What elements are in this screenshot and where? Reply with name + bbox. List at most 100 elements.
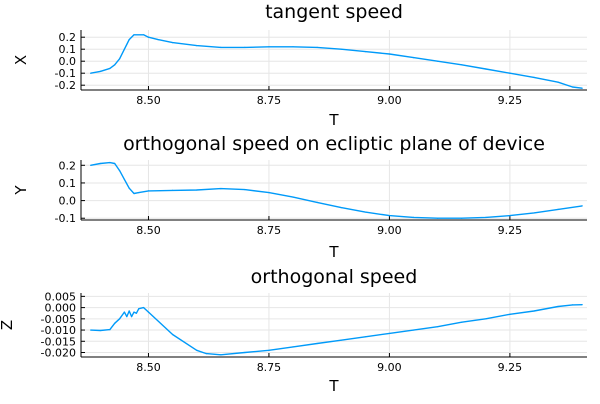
data-point: [143, 34, 145, 36]
series-line: [90, 161, 583, 219]
data-point: [196, 45, 198, 47]
data-point: [437, 326, 439, 328]
data-point: [509, 72, 511, 74]
y-tick-label: 0.1: [59, 177, 77, 190]
y-tick-label: 0.000: [45, 302, 77, 315]
subplot-2: 8.50 8.75 9.00 9.25 0.2 0.1 0.0 -0.1 orthogonal …: [12, 133, 587, 261]
data-point: [364, 211, 366, 213]
data-point: [412, 216, 415, 218]
data-point: [220, 187, 222, 190]
data-point: [388, 332, 391, 335]
data-point: [114, 322, 116, 324]
x-tick-label: 8.75: [257, 94, 282, 107]
y-tick-label: 0.1: [59, 43, 77, 56]
data-point: [138, 192, 140, 194]
data-point: [412, 329, 415, 331]
data-point: [128, 187, 130, 189]
data-point: [118, 318, 121, 320]
data-point: [557, 305, 559, 308]
x-tick-label: 9.25: [498, 361, 523, 374]
data-point: [461, 321, 463, 323]
data-point: [99, 329, 101, 332]
x-tick-label: 8.50: [136, 224, 161, 237]
data-point: [244, 351, 246, 354]
data-point: [123, 311, 125, 313]
y-tick-label: -0.010: [41, 324, 76, 337]
y-tick-label: -0.015: [41, 335, 76, 348]
data-point: [316, 46, 318, 49]
data-point: [364, 336, 366, 338]
data-point: [114, 64, 116, 66]
x-axis-label: T: [328, 111, 339, 129]
data-point: [147, 311, 150, 313]
data-point: [135, 312, 138, 314]
y-tick-label: -0.005: [41, 313, 76, 326]
data-point: [316, 201, 318, 203]
x-tick-label: 9.25: [498, 224, 523, 237]
data-point: [109, 67, 111, 69]
data-point: [292, 196, 294, 198]
data-point: [316, 342, 318, 345]
y-axis-label: Z: [0, 320, 16, 330]
data-point: [114, 162, 116, 165]
data-point: [133, 34, 135, 36]
data-point: [118, 169, 121, 172]
x-tick-label: 8.50: [136, 361, 161, 374]
x-tick-label: 8.75: [257, 361, 282, 374]
data-point: [571, 86, 574, 88]
data-point: [205, 353, 207, 355]
data-point: [581, 87, 583, 89]
x-tick-label: 9.00: [377, 94, 402, 107]
y-axis-label: Y: [12, 185, 30, 196]
y-tick-label: 0.0: [59, 55, 77, 68]
y-tick-label: 0.2: [59, 31, 77, 44]
data-point: [109, 329, 111, 331]
data-point: [581, 205, 583, 207]
y-tick-label: -0.2: [55, 79, 76, 92]
data-point: [99, 70, 101, 72]
data-point: [157, 39, 159, 41]
data-point: [131, 315, 133, 318]
y-tick-label: 0.005: [45, 290, 77, 303]
y-tick-label: 0.2: [59, 159, 77, 172]
data-point: [196, 189, 198, 191]
data-point: [388, 214, 391, 217]
data-point: [485, 318, 487, 320]
data-point: [126, 315, 128, 318]
data-point: [485, 68, 487, 70]
data-point: [133, 192, 135, 195]
data-point: [461, 217, 463, 219]
series-line: [90, 34, 583, 89]
y-tick-label: 0.0: [59, 195, 77, 208]
x-tick-label: 8.75: [257, 224, 282, 237]
data-point: [509, 214, 511, 217]
data-point: [171, 189, 174, 191]
data-point: [220, 46, 222, 49]
data-point: [220, 354, 222, 356]
x-tick-label: 9.00: [377, 224, 402, 237]
data-point: [128, 310, 130, 312]
data-point: [123, 178, 125, 181]
series-line: [90, 304, 583, 356]
x-axis-label: T: [328, 243, 339, 261]
data-point: [340, 48, 342, 50]
y-tick-label: -0.020: [41, 347, 76, 360]
data-point: [461, 64, 463, 66]
x-axis-label: T: [328, 377, 339, 395]
data-point: [138, 308, 140, 310]
data-point: [268, 349, 270, 351]
data-point: [244, 46, 246, 49]
data-point: [90, 329, 92, 331]
data-point: [533, 310, 535, 312]
data-point: [340, 339, 342, 341]
data-point: [147, 190, 150, 192]
data-point: [268, 192, 270, 194]
data-point: [118, 58, 121, 60]
data-point: [147, 36, 150, 38]
subplot-1: 8.50 8.75 9.00 9.25 0.20.10.0-0.1-0.2 tangent…: [12, 1, 587, 129]
data-point: [268, 46, 270, 48]
data-point: [485, 216, 487, 218]
chart-title: orthogonal speed on ecliptic plane of de…: [123, 133, 545, 155]
data-point: [533, 212, 535, 214]
